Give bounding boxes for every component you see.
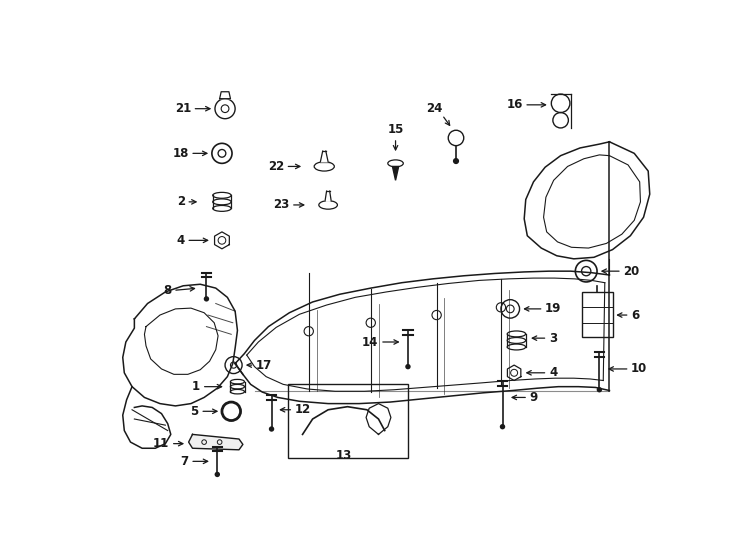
Text: 8: 8 [164, 284, 172, 297]
Circle shape [405, 364, 410, 369]
Text: 3: 3 [549, 332, 557, 345]
Bar [581, 292, 613, 336]
Text: 11: 11 [153, 437, 170, 450]
Polygon shape [219, 92, 230, 99]
Text: 15: 15 [388, 123, 404, 136]
Text: 16: 16 [506, 98, 523, 111]
Text: 22: 22 [268, 160, 284, 173]
Text: 21: 21 [175, 102, 191, 115]
Text: 12: 12 [295, 403, 311, 416]
Circle shape [500, 424, 505, 429]
Text: 20: 20 [623, 265, 639, 278]
Circle shape [214, 472, 220, 477]
Text: 17: 17 [256, 359, 272, 372]
Text: 6: 6 [631, 308, 639, 321]
Text: 13: 13 [335, 449, 352, 462]
Polygon shape [325, 191, 331, 201]
Circle shape [269, 426, 275, 431]
Polygon shape [189, 434, 243, 450]
Polygon shape [320, 151, 328, 162]
Circle shape [453, 158, 459, 164]
Text: 14: 14 [362, 335, 379, 348]
Text: 1: 1 [192, 380, 200, 393]
Text: 19: 19 [545, 302, 562, 315]
Bar [288, 384, 408, 457]
Circle shape [597, 387, 602, 393]
Text: 10: 10 [631, 362, 647, 375]
Text: 7: 7 [181, 455, 189, 468]
Polygon shape [393, 166, 399, 180]
Text: 5: 5 [190, 405, 199, 418]
Text: 4: 4 [549, 366, 557, 379]
Circle shape [204, 296, 209, 301]
Text: 4: 4 [176, 234, 185, 247]
Text: 9: 9 [530, 391, 538, 404]
Text: 18: 18 [172, 147, 189, 160]
Text: 24: 24 [426, 102, 443, 115]
Text: 2: 2 [177, 195, 185, 208]
Text: 23: 23 [273, 198, 289, 212]
